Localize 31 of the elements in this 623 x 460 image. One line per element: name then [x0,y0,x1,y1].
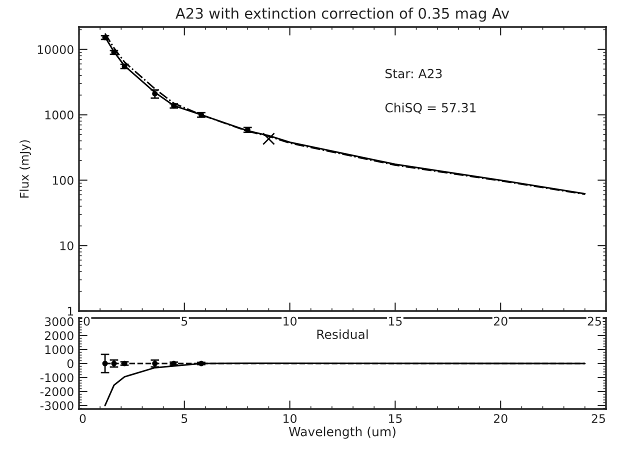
y-tick-label: 10000 [38,45,74,54]
y-tick-label: 3000 [44,317,74,326]
y-tick-label: 10 [60,241,74,250]
x-tick-label: 5 [182,414,188,423]
x-tick-label: 20 [494,316,508,326]
y-tick-label: 1000 [45,110,74,120]
x-tick-label: 25 [592,414,605,423]
x-tick-label: 5 [182,316,188,326]
chart-title: A23 with extinction correction of 0.35 mag Av [176,8,510,22]
y-axis-title: Flux (mJy) [20,140,32,198]
x-tick-label: 15 [388,316,402,326]
y-tick-label: 2000 [44,331,74,340]
y-tick-label: -3000 [40,401,74,410]
point [262,132,275,146]
y-tick-label: 1000 [45,345,74,354]
x-tick-label: 25 [588,316,601,326]
y-tick-label: -2000 [40,387,74,396]
y-tick-label: 1 [68,306,74,316]
y-tick-label: 100 [52,176,74,185]
annotation: Star: A23 [385,68,442,78]
y-tick-label: -1000 [40,373,74,382]
x-tick-label: 0 [84,316,90,326]
y-tick-label: 0 [67,359,74,368]
x-tick-label: 15 [388,414,402,423]
x-tick-label: 10 [284,414,297,423]
x-axis-title: Wavelength (um) [288,426,396,439]
x-tick-label: 20 [494,414,508,423]
annotation: ChiSQ = 57.31 [385,102,476,114]
x-axis-title: Residual [317,329,368,340]
x-tick-label: 10 [284,316,297,326]
x-tick-label: 0 [80,414,86,423]
